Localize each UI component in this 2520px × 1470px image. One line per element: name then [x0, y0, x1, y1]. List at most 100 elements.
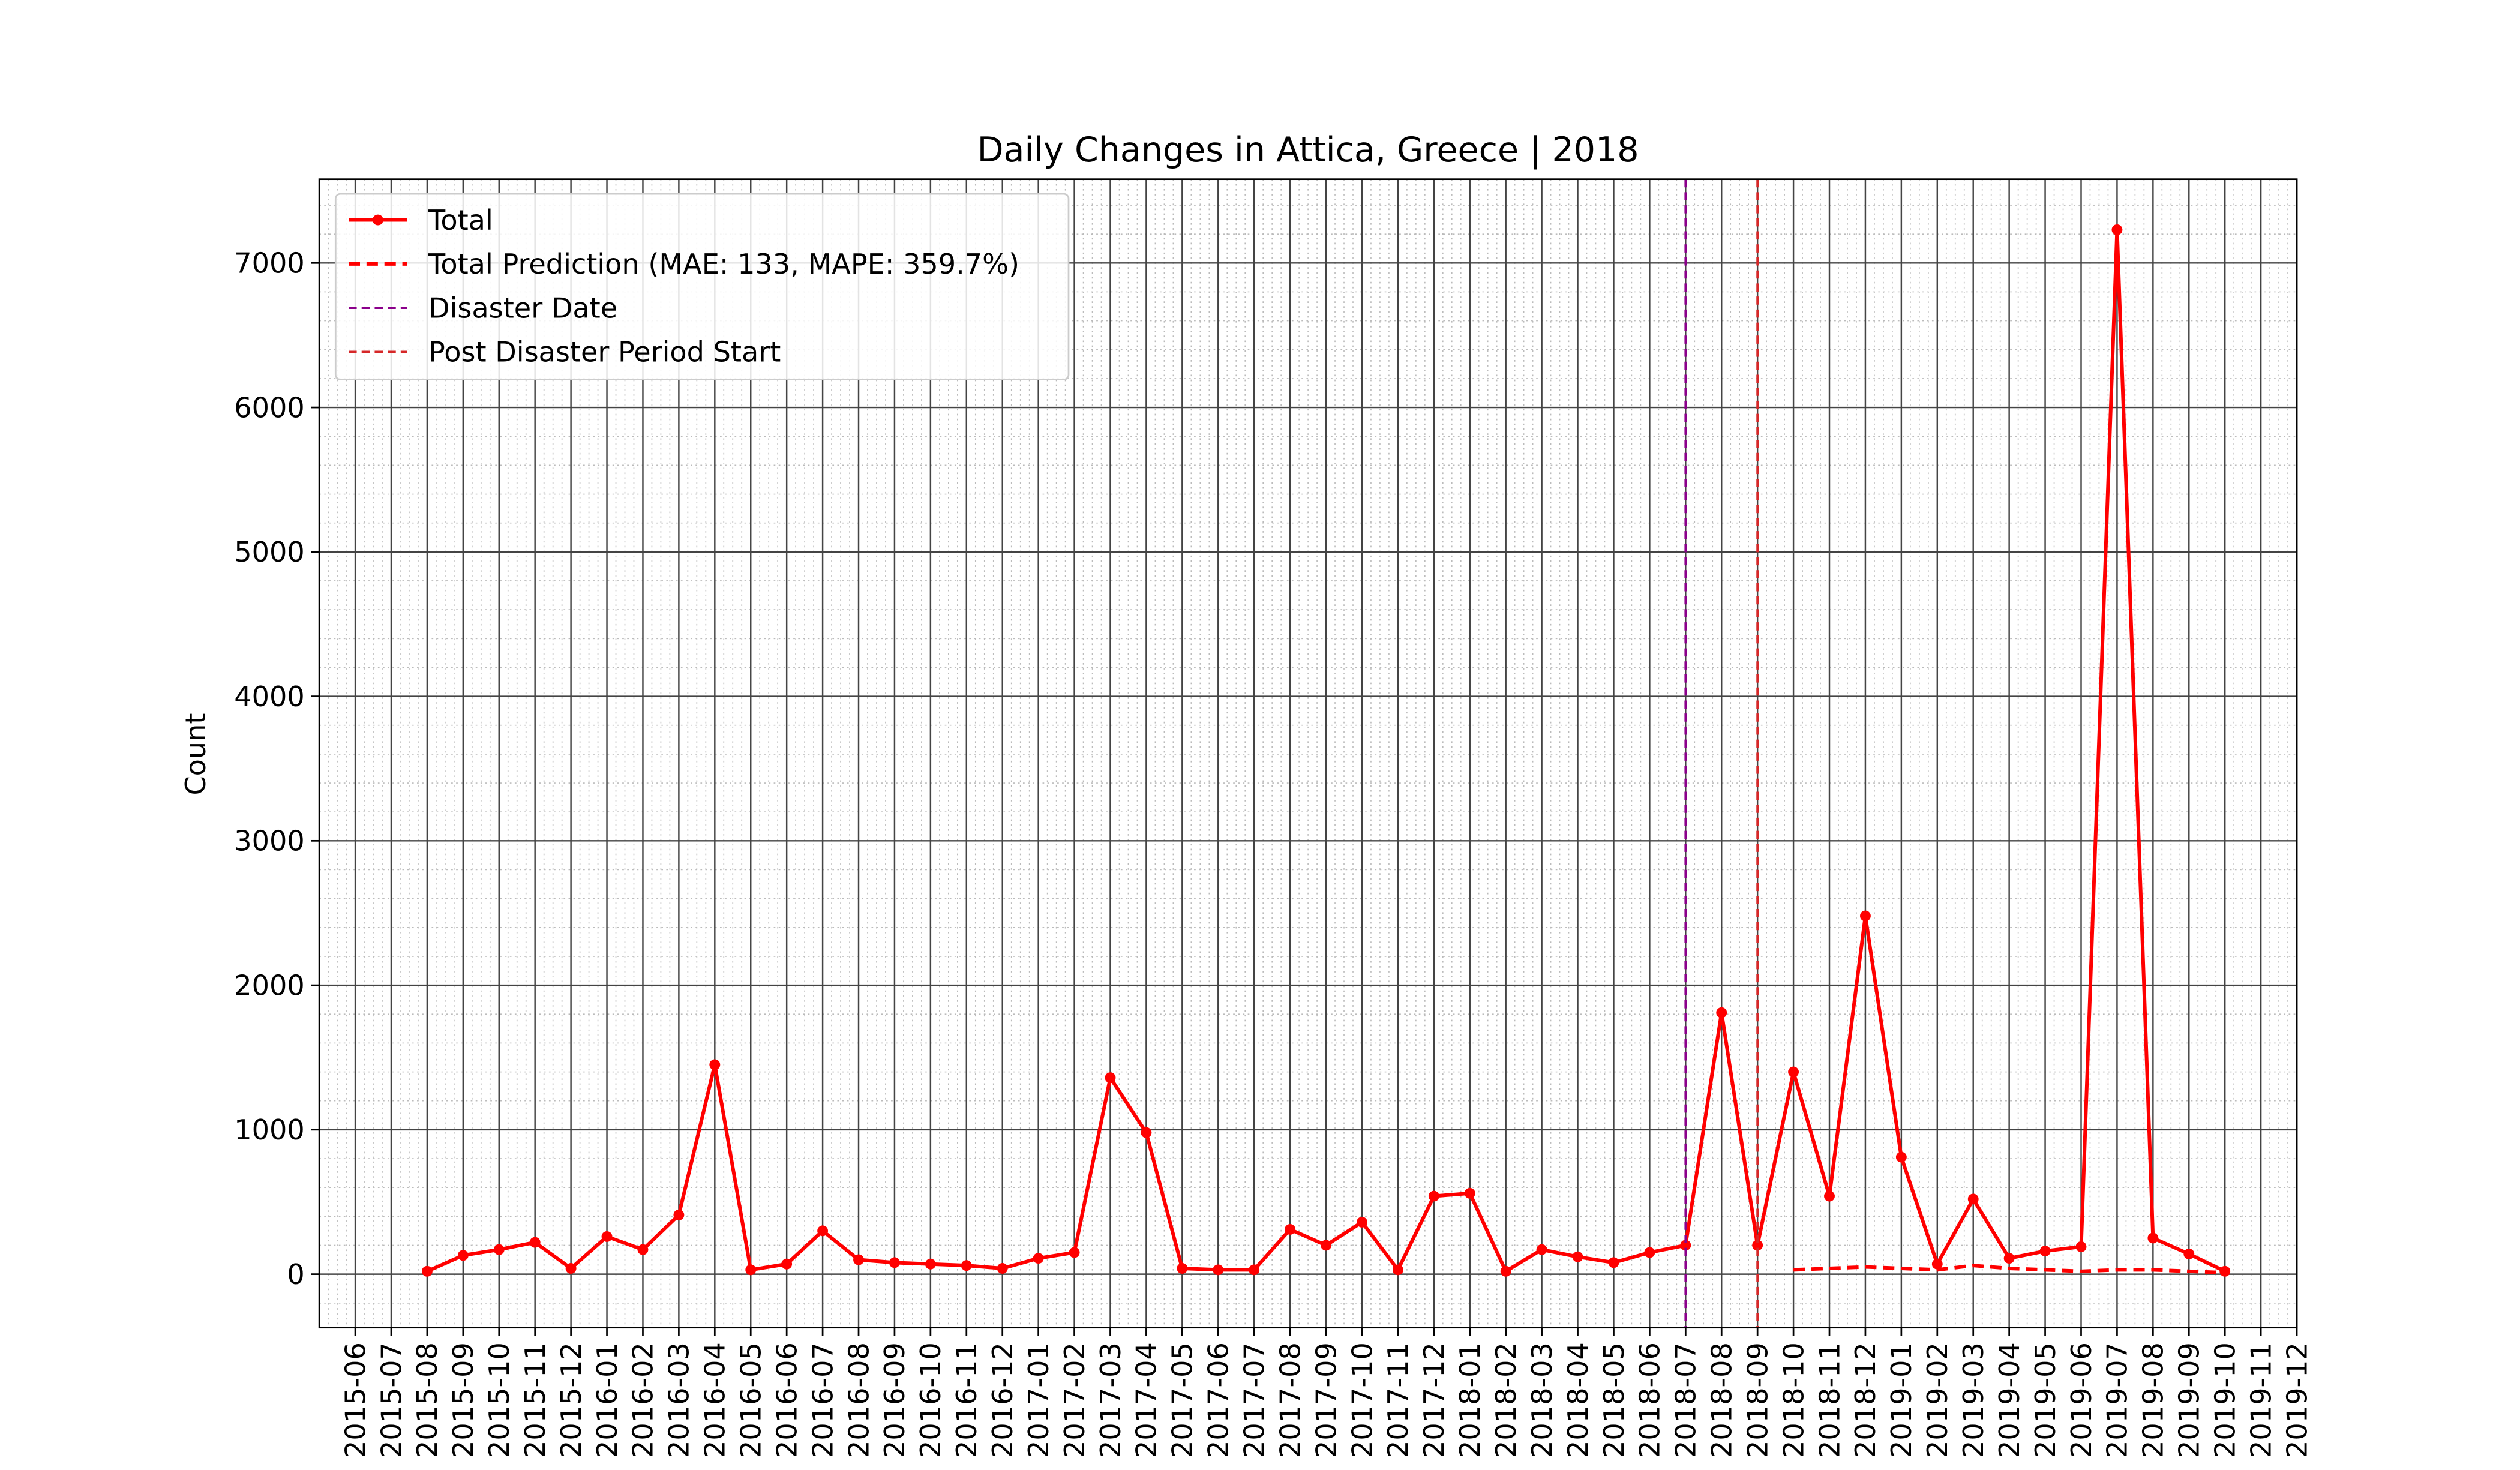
point	[529, 1237, 541, 1248]
x-tick-label: 2016-06	[770, 1342, 803, 1458]
x-tick-label: 2017-10	[1346, 1342, 1378, 1458]
plot-frame	[318, 178, 2298, 1329]
point	[781, 1258, 793, 1270]
point	[1931, 1258, 1943, 1270]
x-tick-label: 2019-01	[1885, 1342, 1918, 1458]
point	[1177, 1263, 1188, 1274]
x-tick-label: 2016-05	[735, 1342, 767, 1458]
x-tick-label: 2017-01	[1022, 1342, 1055, 1458]
x-tick-label: 2017-11	[1382, 1342, 1414, 1458]
y-tick-label: 2000	[234, 969, 304, 1001]
x-tick-label: 2019-11	[2245, 1342, 2277, 1458]
point	[637, 1244, 649, 1255]
point	[2147, 1232, 2159, 1244]
point	[709, 1059, 721, 1070]
y-tick-label: 6000	[234, 391, 304, 424]
point	[1285, 1224, 1296, 1235]
x-tick-label: 2018-02	[1490, 1342, 1522, 1458]
point	[2111, 224, 2123, 235]
point	[1249, 1264, 1260, 1276]
x-tick-label: 2016-08	[842, 1342, 875, 1458]
x-tick-label: 2018-06	[1634, 1342, 1666, 1458]
point	[925, 1258, 936, 1270]
point	[565, 1263, 577, 1274]
legend-label: Disaster Date	[428, 292, 617, 324]
y-tick-label: 0	[287, 1258, 304, 1291]
x-tick-label: 2015-10	[483, 1342, 515, 1458]
x-tick-label: 2015-07	[375, 1342, 407, 1458]
x-tick-label: 2019-04	[1993, 1342, 2026, 1458]
legend-label: Total	[428, 204, 493, 236]
point	[1500, 1265, 1511, 1277]
point	[1536, 1244, 1547, 1255]
x-tick-label: 2019-12	[2281, 1342, 2313, 1458]
point	[1967, 1193, 1979, 1205]
x-tick-label: 2018-08	[1706, 1342, 1738, 1458]
x-tick-label: 2016-07	[806, 1342, 839, 1458]
x-tick-label: 2019-03	[1957, 1342, 1990, 1458]
point	[1752, 1240, 1763, 1251]
x-tick-label: 2016-09	[878, 1342, 911, 1458]
chart-title: Daily Changes in Attica, Greece | 2018	[977, 130, 1639, 170]
x-tick-label: 2018-05	[1598, 1342, 1630, 1458]
x-tick-label: 2015-09	[447, 1342, 479, 1458]
x-tick-label: 2016-02	[627, 1342, 659, 1458]
point	[421, 1265, 433, 1277]
point	[1213, 1264, 1224, 1276]
series-line	[1793, 1264, 2225, 1275]
x-tick-label: 2019-07	[2101, 1342, 2134, 1458]
x-tick-label: 2018-01	[1454, 1342, 1486, 1458]
point	[2183, 1248, 2195, 1259]
point	[1680, 1240, 1691, 1251]
point	[457, 1250, 469, 1261]
point	[1464, 1187, 1475, 1199]
point	[493, 1244, 505, 1255]
x-tick-label: 2017-07	[1238, 1342, 1270, 1458]
point	[1824, 1190, 1835, 1202]
point	[889, 1257, 900, 1268]
x-tick-label: 2016-01	[591, 1342, 623, 1458]
x-tick-label: 2019-05	[2029, 1342, 2062, 1458]
y-tick-label: 5000	[234, 536, 304, 568]
x-tick-label: 2018-07	[1670, 1342, 1702, 1458]
point	[997, 1263, 1008, 1274]
x-tick-label: 2018-12	[1849, 1342, 1882, 1458]
point	[1716, 1007, 1727, 1018]
legend: Total Total Prediction (MAE: 133, MAPE: 3…	[334, 193, 1070, 380]
point	[1788, 1066, 1799, 1078]
x-tick-label: 2017-08	[1274, 1342, 1306, 1458]
point	[2003, 1253, 2015, 1264]
x-tick-label: 2017-12	[1418, 1342, 1450, 1458]
x-tick-label: 2017-02	[1058, 1342, 1091, 1458]
legend-label: Post Disaster Period Start	[428, 336, 781, 368]
point	[1859, 910, 1871, 922]
point	[1105, 1072, 1116, 1084]
x-tick-label: 2015-08	[411, 1342, 443, 1458]
x-tick-label: 2019-06	[2065, 1342, 2098, 1458]
point	[673, 1209, 685, 1220]
x-tick-label: 2016-03	[663, 1342, 695, 1458]
y-tick-label: 1000	[234, 1114, 304, 1146]
point	[2039, 1246, 2051, 1257]
x-tick-label: 2017-06	[1202, 1342, 1235, 1458]
y-tick-label: 3000	[234, 825, 304, 857]
x-tick-label: 2019-08	[2137, 1342, 2170, 1458]
point	[745, 1264, 757, 1276]
legend-marker	[372, 214, 383, 226]
x-tick-label: 2016-11	[950, 1342, 983, 1458]
point	[1895, 1151, 1907, 1163]
x-tick-label: 2017-04	[1130, 1342, 1163, 1458]
x-tick-label: 2016-12	[986, 1342, 1019, 1458]
x-tick-label: 2016-10	[914, 1342, 947, 1458]
x-tick-label: 2016-04	[699, 1342, 731, 1458]
y-tick-label: 4000	[234, 680, 304, 713]
x-tick-label: 2015-06	[339, 1342, 371, 1458]
point	[1572, 1251, 1583, 1262]
point	[961, 1260, 972, 1271]
point	[1428, 1190, 1439, 1202]
x-tick-label: 2019-02	[1921, 1342, 1954, 1458]
x-tick-label: 2017-05	[1166, 1342, 1199, 1458]
point	[2075, 1241, 2087, 1252]
point	[1069, 1247, 1080, 1258]
